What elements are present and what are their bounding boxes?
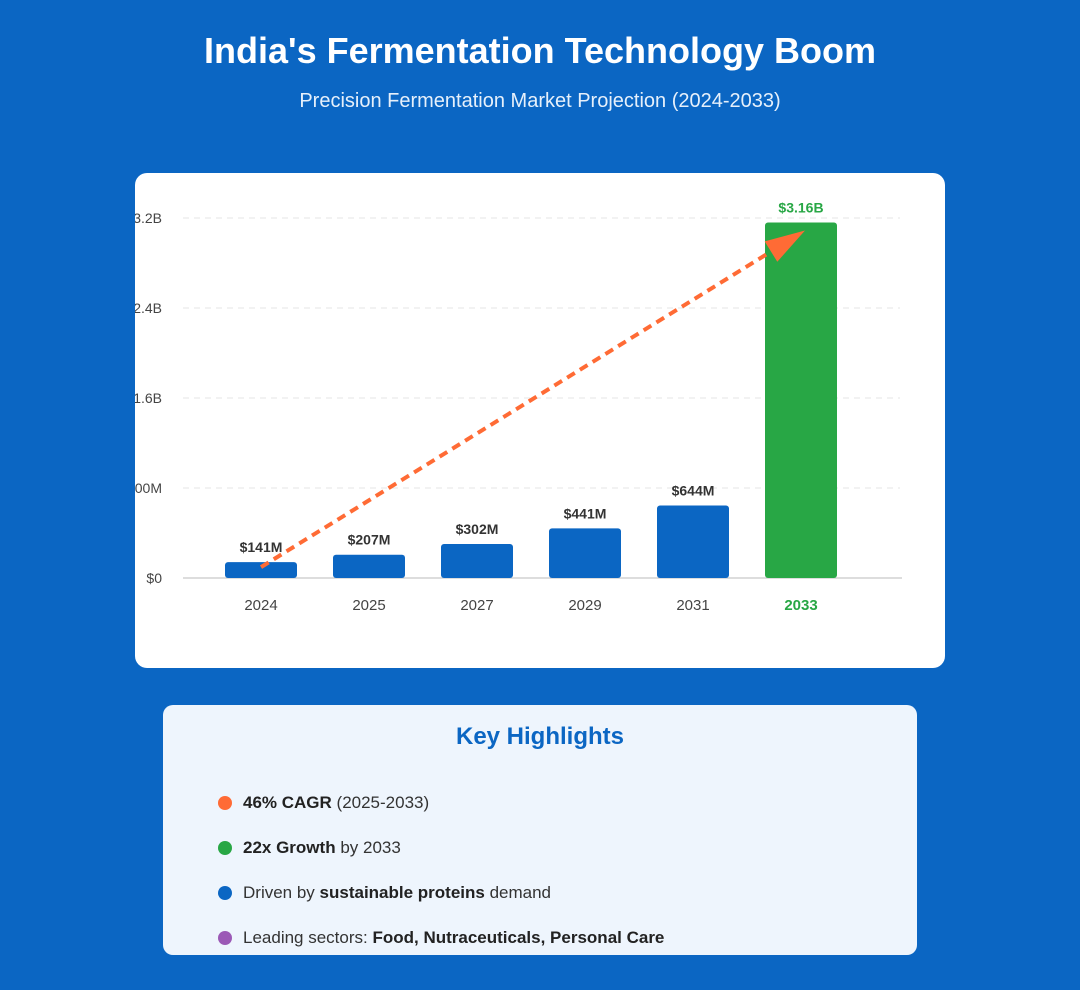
x-tick-label-2025: 2025: [352, 597, 385, 614]
highlight-segment: Driven by: [243, 883, 320, 902]
data-label-2031: $644M: [672, 483, 715, 499]
data-label-2025: $207M: [348, 532, 391, 548]
highlight-segment: (2025-2033): [331, 793, 430, 812]
highlight-text: Driven by sustainable proteins demand: [243, 883, 551, 903]
y-tick-label: $1.6B: [135, 390, 162, 406]
highlights-list: 46% CAGR (2025-2033) 22x Growth by 2033 Dr…: [218, 793, 664, 973]
chart-card: $0 $800M $1.6B $2.4B $3.2B $141M 2024 $207M 2025…: [135, 173, 945, 668]
bar-2024: [225, 562, 297, 578]
bar-2027: [441, 544, 513, 578]
highlight-item: 46% CAGR (2025-2033): [218, 793, 664, 838]
highlight-item: 22x Growth by 2033: [218, 838, 664, 883]
data-label-2029: $441M: [564, 505, 607, 521]
bullet-dot-icon: [218, 931, 232, 945]
y-tick-label: $0: [146, 570, 162, 586]
x-tick-label-2029: 2029: [568, 597, 601, 614]
highlight-emphasis: Food, Nutraceuticals, Personal Care: [372, 928, 665, 947]
highlight-item: Driven by sustainable proteins demand: [218, 883, 664, 928]
data-label-2024: $141M: [240, 539, 283, 555]
x-tick-label-2024: 2024: [244, 597, 277, 614]
highlights-title: Key Highlights: [455, 723, 624, 750]
highlight-item: Leading sectors: Food, Nutraceuticals, P…: [218, 928, 664, 973]
bar-2029: [549, 528, 621, 578]
bar-2033: [765, 222, 837, 578]
bullet-dot-icon: [218, 886, 232, 900]
data-label-2033: $3.16B: [778, 200, 823, 216]
highlight-segment: by 2033: [335, 838, 401, 857]
key-highlights-card: Key Highlights 46% CAGR (2025-2033) 22x G…: [163, 705, 917, 955]
page-subtitle: Precision Fermentation Market Projection…: [299, 90, 781, 112]
highlight-emphasis: 46% CAGR: [243, 793, 332, 812]
bar-chart: $0 $800M $1.6B $2.4B $3.2B $141M 2024 $207M 2025…: [135, 200, 902, 614]
bullet-dot-icon: [218, 796, 232, 810]
highlight-emphasis: 22x Growth: [243, 838, 336, 857]
x-tick-label-2027: 2027: [460, 597, 493, 614]
y-tick-label: $800M: [135, 480, 162, 496]
x-tick-label-2033: 2033: [784, 597, 817, 614]
trend-arrow-head: [764, 230, 805, 262]
highlight-text: 46% CAGR (2025-2033): [243, 793, 429, 813]
highlight-text: 22x Growth by 2033: [243, 838, 401, 858]
y-tick-label: $3.2B: [135, 210, 162, 226]
bullet-dot-icon: [218, 841, 232, 855]
highlight-text: Leading sectors: Food, Nutraceuticals, P…: [243, 928, 664, 948]
x-tick-label-2031: 2031: [676, 597, 709, 614]
bar-2031: [657, 505, 729, 578]
highlight-segment: demand: [484, 883, 552, 902]
bar-2025: [333, 554, 405, 578]
y-tick-label: $2.4B: [135, 300, 162, 316]
trend-arrow-line: [259, 249, 773, 569]
page-title: India's Fermentation Technology Boom: [204, 30, 876, 71]
highlight-segment: Leading sectors:: [243, 928, 373, 947]
highlight-emphasis: sustainable proteins: [319, 883, 485, 902]
data-label-2027: $302M: [456, 521, 499, 537]
